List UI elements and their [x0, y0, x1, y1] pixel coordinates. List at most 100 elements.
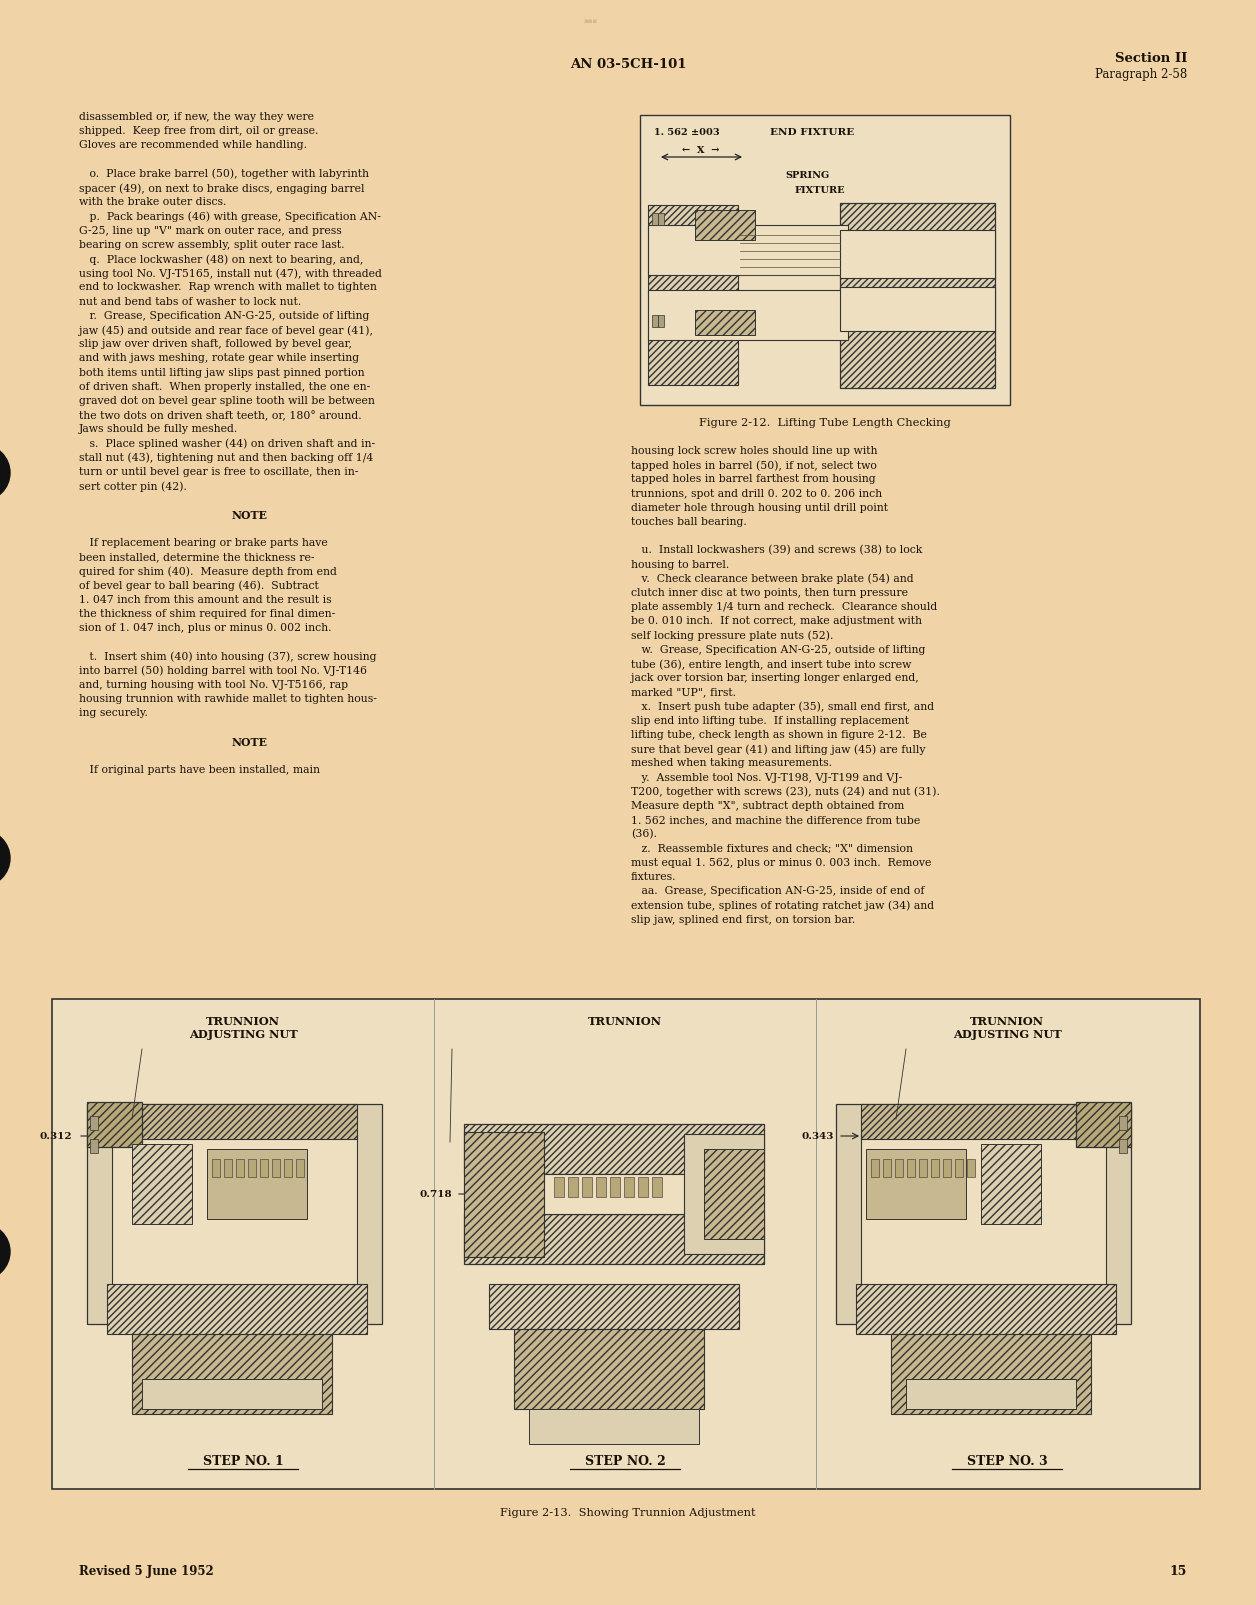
Bar — [463, 1132, 544, 1257]
Text: t.  Insert shim (40) into housing (37), screw housing: t. Insert shim (40) into housing (37), s… — [79, 652, 377, 661]
Bar — [132, 1144, 192, 1225]
Text: Paragraph 2-58: Paragraph 2-58 — [1095, 67, 1187, 80]
Text: graved dot on bevel gear spline tooth will be between: graved dot on bevel gear spline tooth wi… — [79, 396, 374, 406]
Bar — [247, 1159, 256, 1176]
Text: must equal 1. 562, plus or minus 0. 003 inch.  Remove: must equal 1. 562, plus or minus 0. 003 … — [631, 857, 932, 867]
Bar — [836, 1104, 1130, 1324]
Text: sert cotter pin (42).: sert cotter pin (42). — [79, 482, 187, 491]
Text: of driven shaft.  When properly installed, the one en-: of driven shaft. When properly installed… — [79, 382, 371, 392]
Bar — [236, 1159, 244, 1176]
Text: ▪▪▪: ▪▪▪ — [583, 18, 598, 24]
Text: using tool No. VJ-T5165, install nut (47), with threaded: using tool No. VJ-T5165, install nut (47… — [79, 268, 382, 279]
Text: o.  Place brake barrel (50), together with labyrinth: o. Place brake barrel (50), together wit… — [79, 169, 369, 180]
Bar — [658, 316, 664, 327]
Bar — [891, 1334, 1091, 1414]
Text: u.  Install lockwashers (39) and screws (38) to lock: u. Install lockwashers (39) and screws (… — [631, 546, 922, 555]
Text: 15: 15 — [1169, 1563, 1187, 1578]
Bar — [284, 1159, 291, 1176]
Circle shape — [0, 1225, 10, 1279]
Text: q.  Place lockwasher (48) on next to bearing, and,: q. Place lockwasher (48) on next to bear… — [79, 254, 363, 265]
Bar — [906, 1379, 1076, 1409]
Text: sure that bevel gear (41) and lifting jaw (45) are fully: sure that bevel gear (41) and lifting ja… — [631, 743, 926, 754]
Text: AN 03-5CH-101: AN 03-5CH-101 — [570, 58, 686, 71]
Bar — [857, 1284, 1117, 1334]
Text: touches ball bearing.: touches ball bearing. — [631, 517, 747, 526]
Circle shape — [0, 446, 10, 501]
Text: the thickness of shim required for final dimen-: the thickness of shim required for final… — [79, 608, 335, 618]
Bar — [907, 1159, 916, 1176]
Bar — [90, 1117, 98, 1130]
Bar — [1076, 1103, 1130, 1148]
Text: Figure 2-13.  Showing Trunnion Adjustment: Figure 2-13. Showing Trunnion Adjustment — [500, 1507, 756, 1517]
Text: Measure depth "X", subtract depth obtained from: Measure depth "X", subtract depth obtain… — [631, 801, 904, 811]
Text: tapped holes in barrel (50), if not, select two: tapped holes in barrel (50), if not, sel… — [631, 461, 877, 470]
Bar — [489, 1284, 739, 1329]
Text: housing lock screw holes should line up with: housing lock screw holes should line up … — [631, 446, 878, 456]
Text: 0.718: 0.718 — [420, 1189, 452, 1199]
Bar — [840, 231, 995, 279]
Text: clutch inner disc at two points, then turn pressure: clutch inner disc at two points, then tu… — [631, 587, 908, 597]
Bar — [695, 311, 755, 335]
Bar — [529, 1409, 700, 1444]
Text: and, turning housing with tool No. VJ-T5166, rap: and, turning housing with tool No. VJ-T5… — [79, 679, 348, 690]
Text: If replacement bearing or brake parts have: If replacement bearing or brake parts ha… — [79, 538, 328, 547]
Text: jaw (45) and outside and rear face of bevel gear (41),: jaw (45) and outside and rear face of be… — [79, 324, 373, 335]
Text: nut and bend tabs of washer to lock nut.: nut and bend tabs of washer to lock nut. — [79, 297, 301, 307]
Text: stall nut (43), tightening nut and then backing off 1/4: stall nut (43), tightening nut and then … — [79, 453, 373, 464]
Bar — [896, 1159, 903, 1176]
Circle shape — [0, 831, 10, 886]
Text: y.  Assemble tool Nos. VJ-T198, VJ-T199 and VJ-: y. Assemble tool Nos. VJ-T198, VJ-T199 a… — [631, 772, 902, 782]
Text: sion of 1. 047 inch, plus or minus 0. 002 inch.: sion of 1. 047 inch, plus or minus 0. 00… — [79, 623, 332, 632]
Text: Figure 2-12.  Lifting Tube Length Checking: Figure 2-12. Lifting Tube Length Checkin… — [700, 417, 951, 429]
Text: STEP NO. 1: STEP NO. 1 — [202, 1454, 284, 1467]
Text: with the brake outer discs.: with the brake outer discs. — [79, 197, 226, 207]
Bar — [981, 1144, 1041, 1225]
Text: plate assembly 1/4 turn and recheck.  Clearance should: plate assembly 1/4 turn and recheck. Cle… — [631, 602, 937, 612]
Text: the two dots on driven shaft teeth, or, 180° around.: the two dots on driven shaft teeth, or, … — [79, 409, 362, 421]
Bar — [610, 1176, 620, 1197]
Text: fixtures.: fixtures. — [631, 872, 677, 881]
Bar — [862, 1104, 1107, 1140]
Text: SPRING: SPRING — [785, 170, 829, 180]
Bar — [919, 1159, 927, 1176]
Bar — [641, 116, 1010, 406]
Text: aa.  Grease, Specification AN-G-25, inside of end of: aa. Grease, Specification AN-G-25, insid… — [631, 886, 924, 896]
Text: ing securely.: ing securely. — [79, 708, 148, 717]
Bar — [207, 1149, 306, 1220]
Text: marked "UP", first.: marked "UP", first. — [631, 687, 736, 697]
Bar — [463, 1175, 764, 1215]
Text: T200, together with screws (23), nuts (24) and nut (31).: T200, together with screws (23), nuts (2… — [631, 786, 939, 796]
Text: ←  X  →: ← X → — [682, 146, 720, 156]
Text: meshed when taking measurements.: meshed when taking measurements. — [631, 758, 831, 767]
Bar — [648, 226, 848, 276]
Bar — [514, 1329, 705, 1409]
Bar — [273, 1159, 280, 1176]
Text: Revised 5 June 1952: Revised 5 June 1952 — [79, 1563, 214, 1578]
Text: TRUNNION
ADJUSTING NUT: TRUNNION ADJUSTING NUT — [952, 1016, 1061, 1038]
Bar — [624, 1176, 634, 1197]
Bar — [132, 1334, 332, 1414]
Bar — [568, 1176, 578, 1197]
Bar — [658, 213, 664, 226]
Text: 1. 047 inch from this amount and the result is: 1. 047 inch from this amount and the res… — [79, 594, 332, 605]
Bar — [224, 1159, 232, 1176]
Text: 0.312: 0.312 — [39, 1132, 72, 1141]
Bar — [90, 1140, 98, 1154]
Text: r.  Grease, Specification AN-G-25, outside of lifting: r. Grease, Specification AN-G-25, outsid… — [79, 311, 369, 321]
Bar — [652, 316, 658, 327]
Bar — [943, 1159, 951, 1176]
Text: lifting tube, check length as shown in figure 2-12.  Be: lifting tube, check length as shown in f… — [631, 730, 927, 740]
Bar — [112, 1135, 357, 1294]
Text: TRUNNION: TRUNNION — [588, 1016, 662, 1026]
Bar — [840, 287, 995, 332]
Bar — [648, 205, 739, 385]
Text: END FIXTURE: END FIXTURE — [770, 128, 854, 136]
Text: extension tube, splines of rotating ratchet jaw (34) and: extension tube, splines of rotating ratc… — [631, 900, 934, 910]
Bar — [695, 210, 755, 241]
Bar — [648, 291, 848, 340]
Text: STEP NO. 2: STEP NO. 2 — [584, 1454, 666, 1467]
Bar — [955, 1159, 963, 1176]
Text: be 0. 010 inch.  If not correct, make adjustment with: be 0. 010 inch. If not correct, make adj… — [631, 616, 922, 626]
Text: bearing on screw assembly, split outer race last.: bearing on screw assembly, split outer r… — [79, 239, 344, 250]
Bar — [463, 1215, 764, 1265]
